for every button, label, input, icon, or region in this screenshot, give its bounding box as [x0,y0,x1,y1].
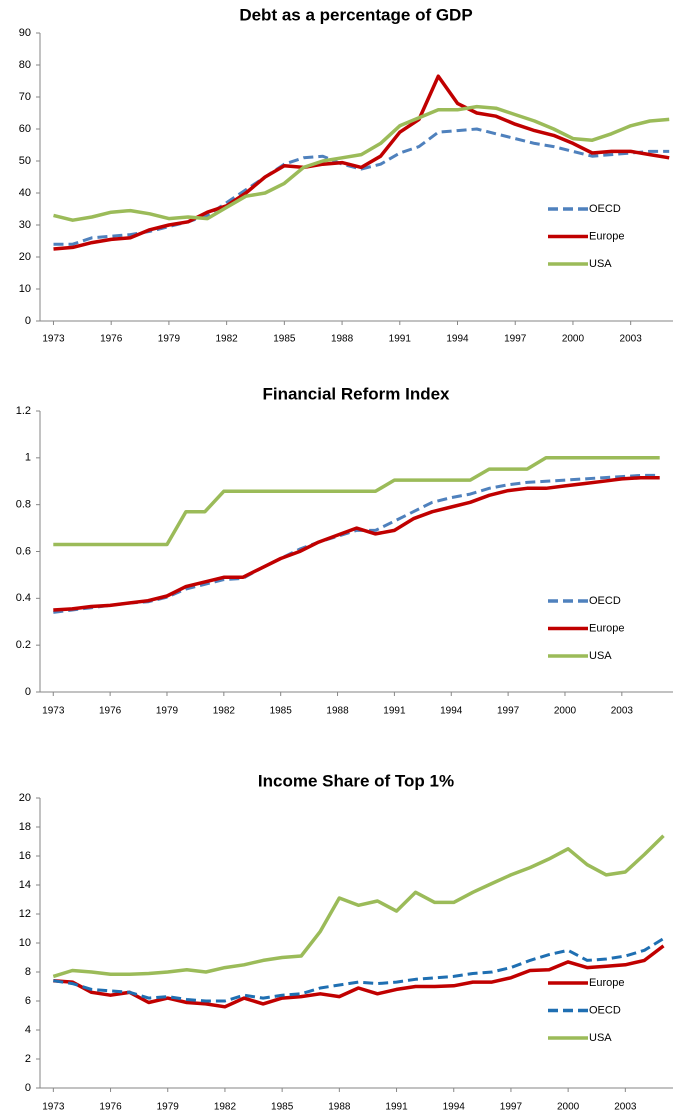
legend-label: OECD [589,203,621,215]
y-tick-label: 30 [19,219,31,231]
y-tick-label: 20 [19,251,31,263]
y-tick-label: 0 [25,1082,31,1094]
y-tick-label: 1 [25,452,31,464]
series-line [53,473,660,614]
series-line [53,456,660,547]
y-tick-label: 2 [25,1053,31,1065]
x-tick-label: 1988 [328,1102,351,1113]
legend-label: Europe [589,230,624,242]
x-tick-label: 1979 [157,1102,180,1113]
x-tick-label: 1982 [213,706,236,717]
x-tick-label: 1973 [42,706,65,717]
legend-label: USA [589,650,612,662]
x-tick-label: 1973 [42,1102,65,1113]
y-tick-label: 1.2 [16,405,31,417]
series-line [53,944,665,1009]
x-tick-label: 1976 [99,706,122,717]
y-tick-label: 12 [19,908,31,920]
legend-label: USA [589,258,612,270]
y-tick-label: 70 [19,91,31,103]
legend-label: Europe [589,622,624,634]
x-tick-label: 1994 [443,1102,466,1113]
y-tick-label: 18 [19,821,31,833]
x-tick-label: 2000 [562,334,585,345]
y-tick-label: 0.8 [16,499,31,511]
x-tick-label: 1976 [99,1102,122,1113]
x-tick-label: 1973 [42,334,65,345]
chart-title: Financial Reform Index [262,384,450,403]
x-tick-label: 1982 [214,1102,237,1113]
y-tick-label: 4 [25,1024,31,1036]
x-tick-label: 2003 [611,706,634,717]
y-tick-label: 20 [19,792,31,804]
y-tick-label: 0 [25,315,31,327]
x-tick-label: 1991 [383,706,406,717]
x-tick-label: 1997 [497,706,520,717]
x-tick-label: 1997 [500,1102,523,1113]
x-tick-label: 1997 [504,334,527,345]
y-tick-label: 6 [25,995,31,1007]
x-tick-label: 1979 [158,334,181,345]
x-tick-label: 2000 [557,1102,580,1113]
y-tick-label: 60 [19,123,31,135]
x-tick-label: 2003 [614,1102,637,1113]
series-line [53,104,670,222]
y-tick-label: 40 [19,187,31,199]
series-line [53,937,665,1003]
chart-title: Debt as a percentage of GDP [239,5,472,24]
chart-title: Income Share of Top 1% [258,771,454,790]
y-tick-label: 10 [19,283,31,295]
series-line [53,74,670,251]
y-tick-label: 0.2 [16,639,31,651]
x-tick-label: 1982 [216,334,239,345]
series-line [53,475,660,612]
x-tick-label: 1985 [273,334,296,345]
legend-label: USA [589,1032,612,1044]
y-tick-label: 14 [19,879,31,891]
y-tick-label: 50 [19,155,31,167]
x-tick-label: 1991 [385,1102,408,1113]
x-tick-label: 1979 [156,706,179,717]
legend-label: Europe [589,977,624,989]
x-tick-label: 1985 [271,1102,294,1113]
legend-label: OECD [589,1004,621,1016]
legend-label: OECD [589,595,621,607]
x-tick-label: 2000 [554,706,577,717]
x-tick-label: 1988 [331,334,354,345]
y-tick-label: 0.4 [16,592,31,604]
y-tick-label: 80 [19,59,31,71]
y-tick-label: 0.6 [16,545,31,557]
x-tick-label: 2003 [620,334,643,345]
x-tick-label: 1976 [100,334,123,345]
y-tick-label: 10 [19,937,31,949]
y-tick-label: 90 [19,27,31,39]
series-line [52,834,665,979]
y-tick-label: 0 [25,686,31,698]
x-tick-label: 1991 [389,334,412,345]
y-tick-label: 16 [19,850,31,862]
x-tick-label: 1994 [440,706,463,717]
y-tick-label: 8 [25,966,31,978]
x-tick-label: 1988 [326,706,349,717]
x-tick-label: 1985 [270,706,293,717]
x-tick-label: 1994 [446,334,469,345]
